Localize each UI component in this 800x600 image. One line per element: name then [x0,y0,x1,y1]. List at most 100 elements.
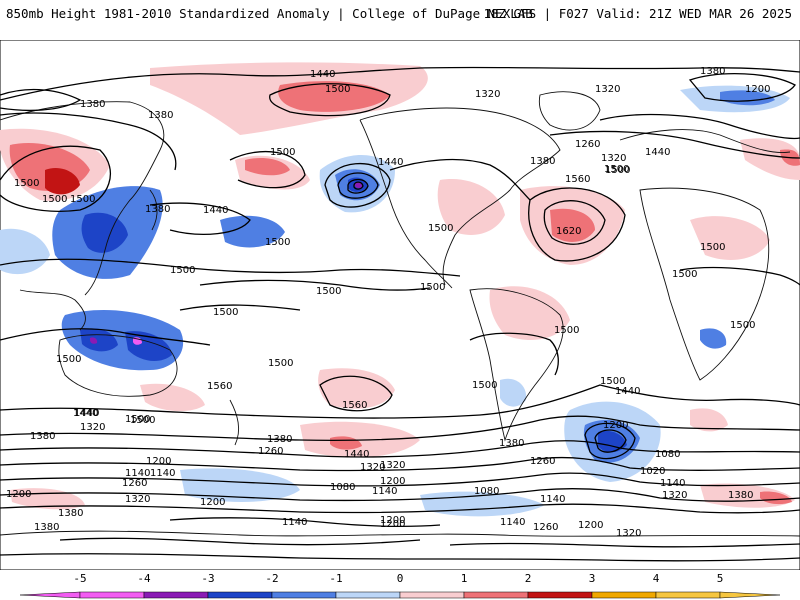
contour-s-1320 [0,440,800,458]
contour-1500-indian [679,266,800,286]
contour-label: 1200 [578,520,603,531]
contour-label: 1260 [575,139,600,150]
contour-s-1260-b [449,542,800,548]
contour-label: 1320 [616,528,641,539]
contour-label: 1560 [565,174,590,185]
contour-label: 1500 [125,414,150,425]
coast-eurasia-east [0,101,165,296]
colorbar-segment [143,591,209,599]
colorbar-segment [79,591,145,599]
contour-s-1140-b [59,537,421,546]
pos-anomaly-n-europe [740,138,800,180]
contour-label: 1380 [30,431,55,442]
coastlines [0,91,800,537]
contour-label: 1440 [74,408,99,419]
colorbar-tick-label: -5 [73,572,87,585]
colorbar-graphic [19,591,781,599]
contour-s-1080 [0,503,800,514]
contour-label: 1560 [342,400,367,411]
map-title: 850mb Height 1981-2010 Standardized Anom… [6,6,533,21]
coast-africa [639,187,770,381]
contour-1440-mid [149,202,251,235]
contour-label: 1440 [615,386,640,397]
colorbar-segment [591,591,657,599]
contour-low-inner2 [347,178,369,194]
coast-s-america [469,288,564,442]
neg-anomaly-east-asia-core [81,212,128,253]
contour-label: 1440 [344,449,369,460]
pos-anomaly-atlantic-core [550,208,595,242]
contour-label: 1500 [42,194,67,205]
colorbar-tick-label: 0 [396,572,404,585]
neg-anomaly-se-africa [700,328,727,349]
colorbar-segment [655,591,721,599]
contour-label: 1260 [530,456,555,467]
pos-anomaly-africa [690,216,770,260]
contour-label: 1500 [672,269,697,280]
coast-n-america [359,107,561,286]
contour-label: 1320 [360,462,385,473]
colorbar-tick-label: -2 [265,572,279,585]
contour-label: 1320 [80,422,105,433]
contour-label: 1380 [499,438,524,449]
contour-label: 1260 [258,446,283,457]
contour-label: 1200 [745,84,770,95]
contour-label: 1200 [603,420,628,431]
pos-anomaly-china-core [45,167,80,195]
contour-label: 1440 [378,157,403,168]
contour-label: 1440 [645,147,670,158]
contour-label: 1500 [605,165,630,176]
colorbar-tick-label: -4 [137,572,151,585]
contour-label: 1380 [530,156,555,167]
contour-label: 1440 [310,69,335,80]
colorbar-segment [463,591,529,599]
contour-label: 1500 [265,237,290,248]
contour-sh-1560-ring [319,375,393,412]
contour-label: 1260 [533,522,558,533]
contour-label: 1140 [660,478,685,489]
contour-label: 1500 [600,376,625,387]
colorbar: -5 -4 -3 -2 -1 0 1 2 3 4 5 [0,572,800,600]
contour-sh-1500-a [0,328,211,346]
contour-atl-1620 [543,200,606,245]
colorbar-segment [207,591,273,599]
contour-label: 1500 [170,265,195,276]
header-bar: 850mb Height 1981-2010 Standardized Anom… [0,0,800,26]
contour-1440-namerica [389,158,531,201]
colorbar-tick-label: -3 [201,572,215,585]
contour-label: 1500 [14,178,39,189]
pos-anomaly-antarctic-east-core [760,491,792,505]
contour-low-pacific [324,162,391,208]
contour-label: 1020 [640,466,665,477]
coast-australia [58,334,178,397]
neg-anomaly-sw-pacific-eye2 [90,337,98,344]
contour-s-1200 [0,472,800,487]
colorbar-tick-label: 1 [460,572,468,585]
contour-label: 1320 [662,490,687,501]
contour-1500-eq-b [199,279,431,291]
pos-anomaly-arctic-core [278,81,390,112]
contour-label: 1320 [601,153,626,164]
colorbar-segment [399,591,465,599]
contour-label: 1200 [146,456,171,467]
colorbar-tick-label: 3 [588,572,596,585]
neg-anomaly-central-pacific [220,215,285,248]
colorbar-right-arrow [719,591,781,599]
run-info: 18Z GFS | F027 Valid: 21Z WED MAR 26 202… [483,6,792,21]
contour-label: 1380 [145,204,170,215]
contour-label: 1200 [380,515,405,526]
contour-n-1440 [0,66,800,101]
colorbar-segment [335,591,401,599]
contour-label: 1320 [475,89,500,100]
pos-anomaly-n-america [437,179,505,235]
neg-anomaly-s-atlantic-core [598,430,627,453]
contour-label: 1500 [700,242,725,253]
coast-greenland [538,91,601,131]
contour-label: 1500 [270,147,295,158]
colorbar-tick-label: 5 [716,572,724,585]
contour-low-inner3 [353,181,364,190]
contour-n-atl-1200 [688,73,796,102]
contour-s-1020 [169,517,441,528]
contour-label: 1140 [372,486,397,497]
contour-label: 1140 [500,517,525,528]
